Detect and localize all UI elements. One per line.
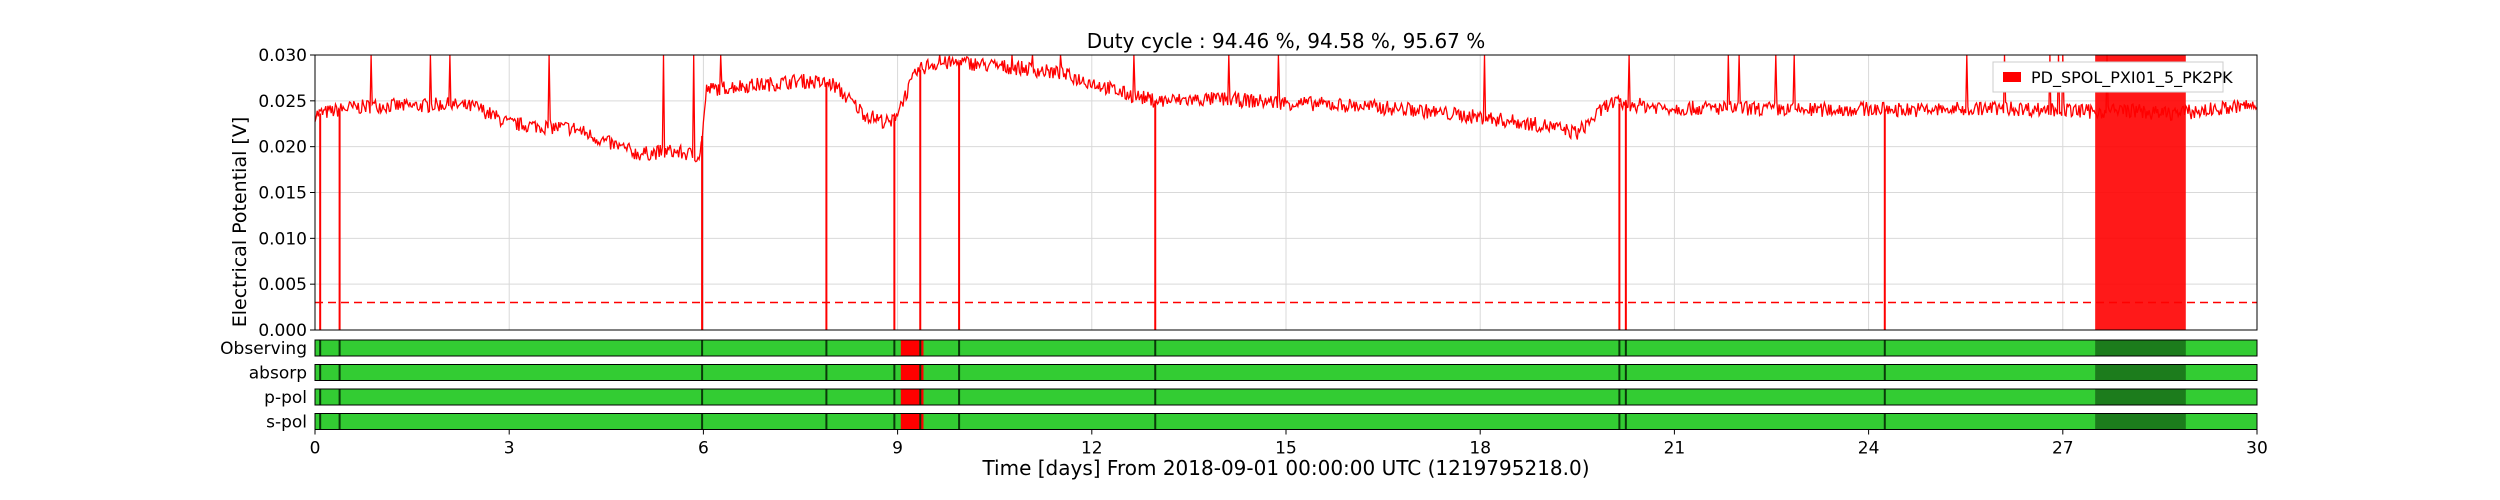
y-tick-label: 0.015 (258, 184, 307, 204)
state-label: p-pol (264, 388, 307, 408)
x-axis-label: Time [days] From 2018-09-01 00:00:00 UTC… (981, 456, 1589, 480)
state-bar-p-pol (315, 389, 2257, 405)
x-tick-label: 12 (1081, 439, 1103, 459)
state-frame (314, 388, 2258, 406)
legend-box (1992, 61, 2224, 93)
state-bar-absorp (315, 364, 2257, 381)
plot-frame (314, 54, 2258, 331)
y-tick-label: 0.030 (258, 46, 307, 66)
y-tick-label: 0.010 (258, 229, 307, 249)
saturated-band (2095, 55, 2186, 330)
state-off-segment (900, 364, 924, 381)
series-line (314, 54, 2258, 163)
x-tick-label: 3 (504, 439, 515, 459)
state-frame (314, 339, 2258, 357)
state-frame (314, 364, 2258, 381)
state-off-segment (900, 413, 924, 430)
state-label: absorp (249, 364, 307, 384)
state-dense-segment (2095, 389, 2186, 405)
x-tick-label: 21 (1664, 439, 1686, 459)
state-label: s-pol (266, 413, 307, 433)
y-tick-label: 0.005 (258, 275, 307, 295)
legend-swatch (2003, 72, 2021, 82)
state-off-segment (900, 340, 924, 356)
state-bar-observing (315, 340, 2257, 356)
y-tick-label: 0.020 (258, 138, 307, 158)
state-bar-s-pol (315, 413, 2257, 430)
x-tick-label: 15 (1275, 439, 1297, 459)
state-dense-segment (2095, 364, 2186, 381)
x-tick-label: 24 (1858, 439, 1880, 459)
x-tick-label: 30 (2246, 439, 2268, 459)
y-axis-label: Electrical Potential [V] (229, 117, 251, 327)
y-tick-label: 0.000 (258, 321, 307, 341)
state-label: Observing (220, 339, 307, 359)
x-tick-label: 27 (2052, 439, 2074, 459)
x-tick-label: 9 (892, 439, 903, 459)
x-tick-label: 6 (698, 439, 709, 459)
x-tick-label: 18 (1469, 439, 1491, 459)
x-tick-label: 0 (310, 439, 321, 459)
legend: PD_SPOL_PXI01_5_PK2PK (1992, 61, 2233, 93)
y-tick-label: 0.025 (258, 92, 307, 112)
chart-title: Duty cycle : 94.46 %, 94.58 %, 95.67 % (1087, 29, 1486, 53)
legend-label: PD_SPOL_PXI01_5_PK2PK (2031, 68, 2233, 88)
state-dense-segment (2095, 340, 2186, 356)
main-plot: 0.000 0.005 0.010 0.015 0.020 0.025 0.030 (258, 46, 2258, 341)
state-off-segment (900, 389, 924, 405)
state-dense-segment (2095, 413, 2186, 430)
